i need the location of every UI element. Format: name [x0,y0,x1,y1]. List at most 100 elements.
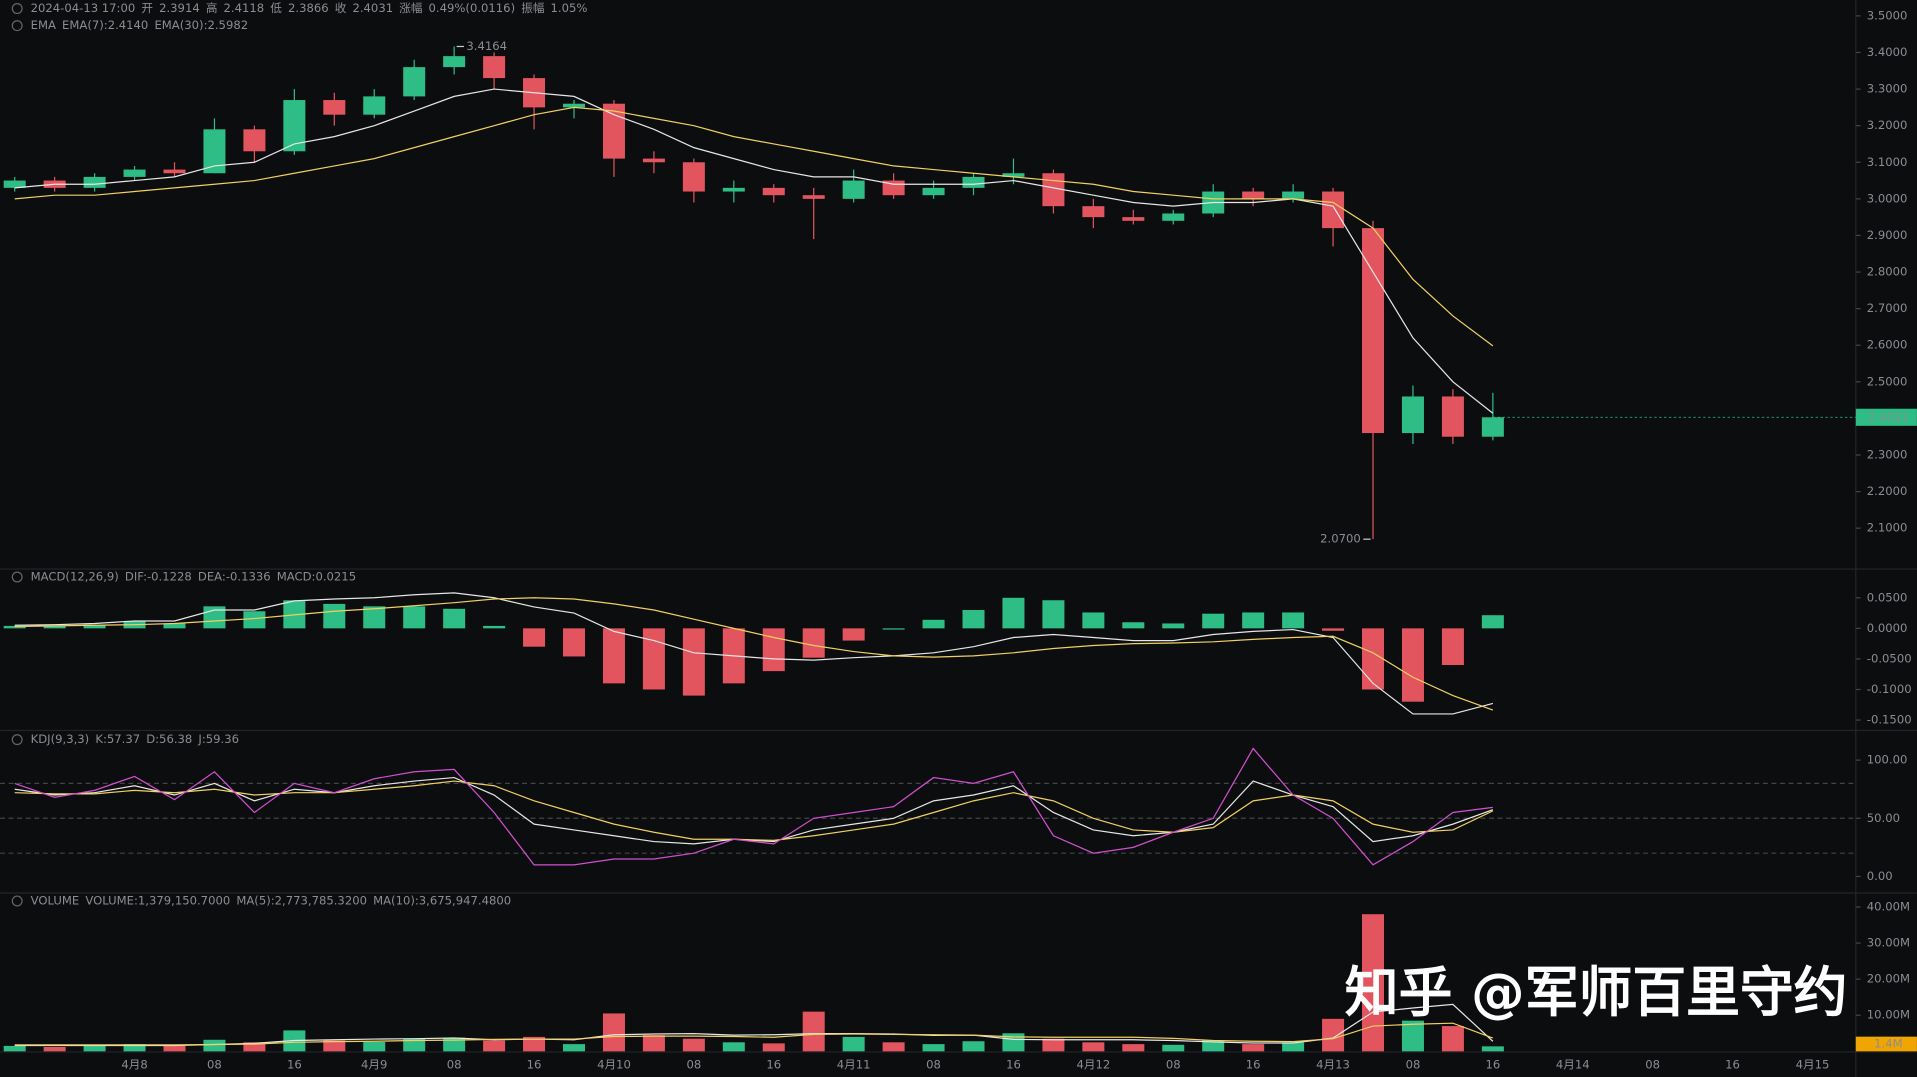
candle-body [283,100,306,152]
legend-text: DIF:-0.1228 [125,570,192,584]
volume-bar [1122,1044,1145,1052]
candle-body [83,176,106,188]
legend-text: EMA [31,18,56,32]
legend-icon [11,3,23,15]
volume-bar [323,1040,346,1052]
legend-icon [11,20,23,32]
macd-bar [403,606,426,629]
legend-text: 0.49%(0.0116) [429,1,516,15]
macd-bar [842,628,865,641]
macd-bar [43,625,66,629]
candle-body [563,103,586,108]
legend-text: MACD:0.0215 [277,570,356,584]
legend-text: 2024-04-13 17:00 [31,1,136,15]
x-tick-label: 4月12 [1076,1057,1110,1071]
volume-bar [802,1011,825,1052]
legend-text: 2.3914 [159,1,200,15]
x-tick-label: 16 [1485,1057,1500,1071]
candle-body [163,169,186,174]
legend-text: 振幅 [521,1,545,15]
candle-body [363,96,386,115]
candle-body [922,187,945,196]
volume-bar [483,1040,506,1052]
candle-body [962,176,985,188]
y-tick-label: -0.1000 [1867,682,1912,696]
candle-body [1481,417,1504,437]
legend-text: D:56.38 [146,732,192,746]
candle-body [1242,191,1265,199]
candle-body [1322,191,1345,229]
macd-bar [1202,613,1225,629]
y-tick-label: 40.00M [1867,899,1910,913]
y-tick-label: 2.2000 [1867,484,1908,498]
candle-body [1441,396,1464,437]
x-tick-label: 4月10 [597,1057,631,1071]
candle-body [642,158,665,163]
x-tick-label: 4月13 [1316,1057,1350,1071]
candle-body [762,187,785,196]
watermark: 知乎 @军师百里守约 [1345,961,1848,1024]
volume-bar [1441,1026,1464,1052]
x-tick-label: 16 [1006,1057,1021,1071]
candle-body [443,56,466,68]
candle-body [1401,396,1424,434]
x-tick-label: 08 [447,1057,462,1071]
macd-bar [1002,597,1025,629]
macd-bar [922,619,945,629]
legend-text: MACD(12,26,9) [31,570,119,584]
candle-body [722,187,745,192]
line-series [14,592,1494,715]
volume-bar [1082,1042,1105,1052]
macd-bar [483,625,506,629]
y-tick-label: 2.7000 [1867,301,1908,315]
macd-bar [762,628,785,672]
x-tick-label: 08 [1645,1057,1660,1071]
legend-text: MA(10):3,675,947.4800 [373,893,511,907]
macd-bar [962,610,985,629]
y-tick-label: 30.00M [1867,936,1910,950]
legend-text: 收 [335,1,347,15]
volume-bar [203,1039,226,1052]
legend-text: 2.4118 [224,1,265,15]
macd-bar [882,628,905,630]
volume-bar [1162,1044,1185,1052]
volume-bar [1002,1033,1025,1052]
volume-bar [43,1046,66,1052]
volume-bar [1481,1046,1504,1052]
legend-text: MA(5):2,773,785.3200 [236,893,367,907]
x-tick-label: 08 [1166,1057,1181,1071]
x-tick-label: 16 [766,1057,781,1071]
x-tick-label: 4月8 [121,1057,147,1071]
x-tick-label: 4月9 [361,1057,387,1071]
legend-icon [11,895,23,907]
macd-bar [363,606,386,629]
volume-bar [922,1044,945,1052]
volume-bar [602,1013,625,1052]
y-tick-label: 2.8000 [1867,265,1908,279]
line-series [14,1003,1494,1047]
candle-body [123,169,146,177]
y-tick-label: 2.5000 [1867,374,1908,388]
candle-body [1362,228,1385,434]
macd-bar [1042,600,1065,629]
line-series [14,88,1494,414]
volume-bar [83,1044,106,1052]
y-tick-label: 0.0000 [1867,621,1908,635]
y-tick-label: 2.1000 [1867,521,1908,535]
y-tick-label: 3.3000 [1867,82,1908,96]
candle-body [842,180,865,199]
y-tick-label: 0.0500 [1867,590,1908,604]
y-tick-label: 2.3000 [1867,448,1908,462]
macd-bar [642,628,665,690]
candle-body [403,67,426,97]
legend-text: EMA(30):2.5982 [154,18,248,32]
legend-text: K:57.37 [95,732,140,746]
candle-body [1122,217,1145,221]
x-tick-label: 16 [1725,1057,1740,1071]
volume-tag [1855,1036,1917,1052]
y-tick-label: 2.9000 [1867,228,1908,242]
candle-body [203,129,226,174]
volume-bar [123,1044,146,1052]
